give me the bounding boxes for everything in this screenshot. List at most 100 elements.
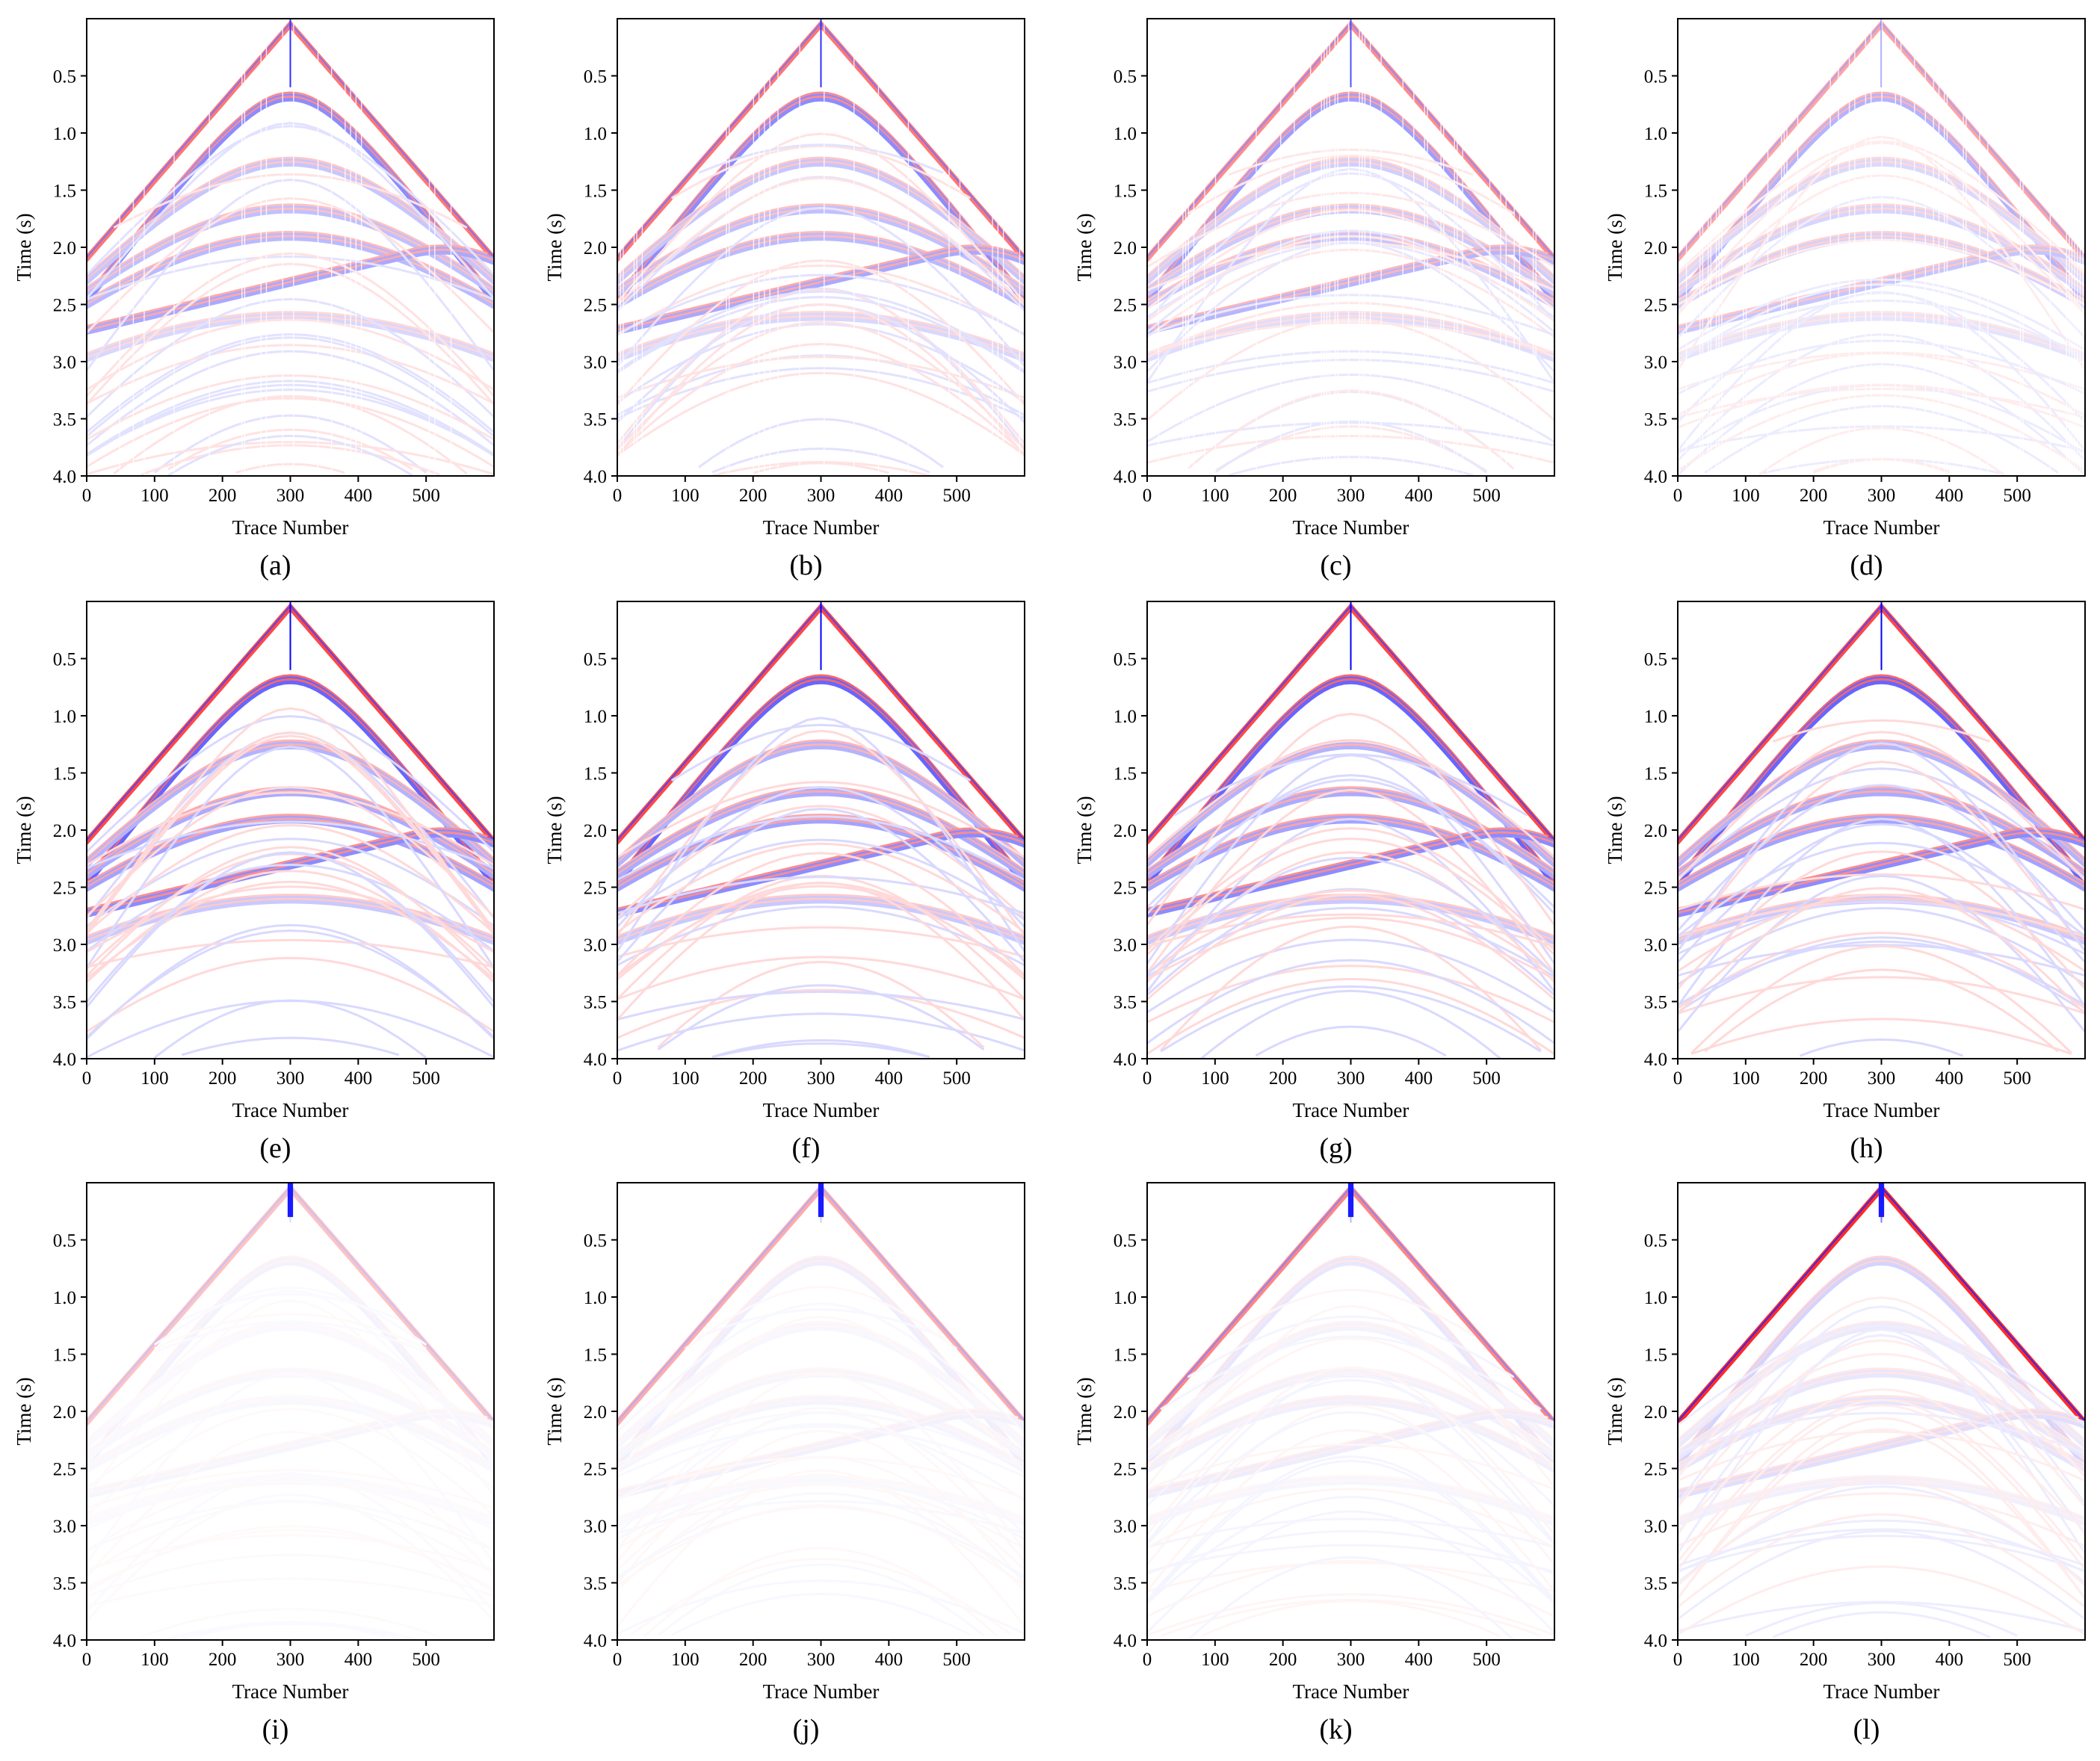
background-event bbox=[1147, 894, 1554, 1000]
event-band bbox=[617, 1414, 1025, 1500]
y-tick-label: 2.0 bbox=[584, 821, 607, 841]
apex-residual bbox=[1878, 1183, 1885, 1217]
y-tick-label: 4.0 bbox=[584, 467, 607, 487]
missing-trace bbox=[1329, 19, 1330, 476]
background-event bbox=[1678, 1399, 2085, 1563]
missing-trace bbox=[1019, 19, 1021, 476]
event-band bbox=[1678, 829, 2085, 914]
y-tick-label: 3.5 bbox=[1114, 410, 1137, 430]
background-event bbox=[617, 1505, 1025, 1578]
missing-trace bbox=[1699, 19, 1701, 476]
background-event bbox=[87, 731, 494, 931]
background-event bbox=[1147, 1559, 1554, 1618]
y-tick-label: 3.5 bbox=[53, 1574, 76, 1594]
y-tick-label: 3.0 bbox=[53, 935, 76, 956]
background-event bbox=[617, 838, 1025, 920]
background-event bbox=[617, 321, 1025, 451]
x-tick-label: 400 bbox=[875, 1068, 904, 1089]
seismic-plot: 0 100 200 300 400 500 0.5 1.0 1.5 2.0 2.5 3.0 3.5 4.0… bbox=[1604, 18, 2086, 581]
background-event bbox=[643, 1547, 998, 1638]
background-event bbox=[1147, 373, 1554, 443]
event-band bbox=[617, 315, 1025, 361]
background-event bbox=[87, 1500, 494, 1552]
x-tick-label: 300 bbox=[807, 1650, 836, 1670]
event-band bbox=[87, 815, 494, 888]
background-event bbox=[1678, 932, 2085, 1009]
background-event bbox=[1678, 894, 2085, 973]
y-axis-title: Time (s) bbox=[1073, 1377, 1096, 1445]
background-event bbox=[617, 367, 1025, 419]
event-band bbox=[87, 1326, 494, 1449]
background-event bbox=[617, 356, 1025, 399]
x-tick-label: 500 bbox=[2003, 1068, 2031, 1089]
x-tick-label: 0 bbox=[613, 1650, 623, 1670]
background-event bbox=[1147, 817, 1554, 993]
missing-trace bbox=[948, 19, 950, 476]
x-tick-label: 300 bbox=[1337, 1068, 1365, 1089]
missing-trace bbox=[1214, 19, 1217, 476]
missing-trace bbox=[1454, 19, 1455, 476]
y-tick-label: 3.5 bbox=[1114, 1574, 1137, 1594]
seismic-panel-a: 0 100 200 300 400 500 0.5 1.0 1.5 2.0 2.5 3.0 3.5 4.0… bbox=[1, 2, 524, 585]
missing-trace bbox=[1865, 19, 1867, 476]
x-tick-label: 100 bbox=[1201, 486, 1229, 506]
background-event bbox=[87, 1299, 494, 1497]
event-band bbox=[1147, 232, 1554, 306]
background-event bbox=[617, 132, 1025, 303]
y-tick-label: 3.0 bbox=[584, 935, 607, 956]
y-tick-label: 1.5 bbox=[584, 182, 607, 202]
background-event bbox=[87, 318, 494, 391]
missing-trace bbox=[1462, 19, 1463, 476]
background-event bbox=[617, 1456, 1025, 1500]
background-event bbox=[87, 863, 494, 953]
background-event bbox=[1678, 1519, 2085, 1573]
seismic-panel-b: 0 100 200 300 400 500 0.5 1.0 1.5 2.0 2.5 3.0 3.5 4.0… bbox=[531, 2, 1054, 585]
event-band bbox=[87, 1412, 494, 1497]
wavefield bbox=[617, 19, 1025, 476]
background-event bbox=[87, 1290, 494, 1464]
background-event bbox=[617, 1425, 1025, 1478]
background-event bbox=[140, 444, 440, 476]
x-tick-label: 300 bbox=[807, 486, 836, 506]
y-axis-title: Time (s) bbox=[13, 796, 35, 864]
panel-label: (c) bbox=[1320, 550, 1351, 581]
background-event bbox=[617, 881, 1025, 1021]
missing-trace bbox=[132, 19, 135, 476]
background-event bbox=[87, 923, 494, 1040]
y-tick-label: 1.0 bbox=[1114, 707, 1137, 727]
y-tick-label: 2.0 bbox=[53, 238, 76, 259]
missing-trace bbox=[1767, 19, 1769, 476]
background-event bbox=[87, 1430, 494, 1578]
background-event bbox=[617, 956, 1025, 1000]
missing-trace bbox=[1337, 19, 1338, 476]
background-event bbox=[1147, 938, 1554, 1014]
y-tick-label: 2.5 bbox=[584, 1460, 607, 1480]
background-event bbox=[1147, 1304, 1554, 1488]
missing-trace bbox=[2049, 19, 2051, 476]
seismic-plot: 0 100 200 300 400 500 0.5 1.0 1.5 2.0 2.5 3.0 3.5 4.0… bbox=[543, 18, 1025, 581]
event-band bbox=[617, 1326, 1025, 1449]
background-event bbox=[1678, 874, 2085, 1033]
y-tick-label: 3.5 bbox=[584, 1574, 607, 1594]
background-event bbox=[87, 956, 494, 1033]
apex-residual bbox=[1347, 1183, 1354, 1217]
event-band bbox=[617, 1401, 1025, 1473]
missing-trace bbox=[641, 19, 643, 476]
y-tick-label: 2.5 bbox=[53, 296, 76, 316]
x-tick-label: 500 bbox=[942, 1650, 971, 1670]
y-tick-label: 1.5 bbox=[53, 182, 76, 202]
event-band bbox=[617, 1412, 1025, 1497]
missing-trace bbox=[620, 19, 621, 476]
y-tick-label: 1.0 bbox=[584, 1288, 607, 1308]
event-band bbox=[617, 820, 1025, 892]
background-event bbox=[1147, 851, 1554, 983]
y-tick-label: 0.5 bbox=[1644, 1231, 1667, 1251]
background-event bbox=[87, 1534, 494, 1571]
missing-trace bbox=[1965, 19, 1967, 476]
missing-trace bbox=[2019, 19, 2022, 476]
background-event bbox=[1678, 1485, 2085, 1584]
y-tick-label: 2.5 bbox=[1644, 879, 1667, 899]
background-event bbox=[1678, 900, 2085, 956]
background-event bbox=[87, 332, 494, 433]
missing-trace bbox=[853, 19, 855, 476]
